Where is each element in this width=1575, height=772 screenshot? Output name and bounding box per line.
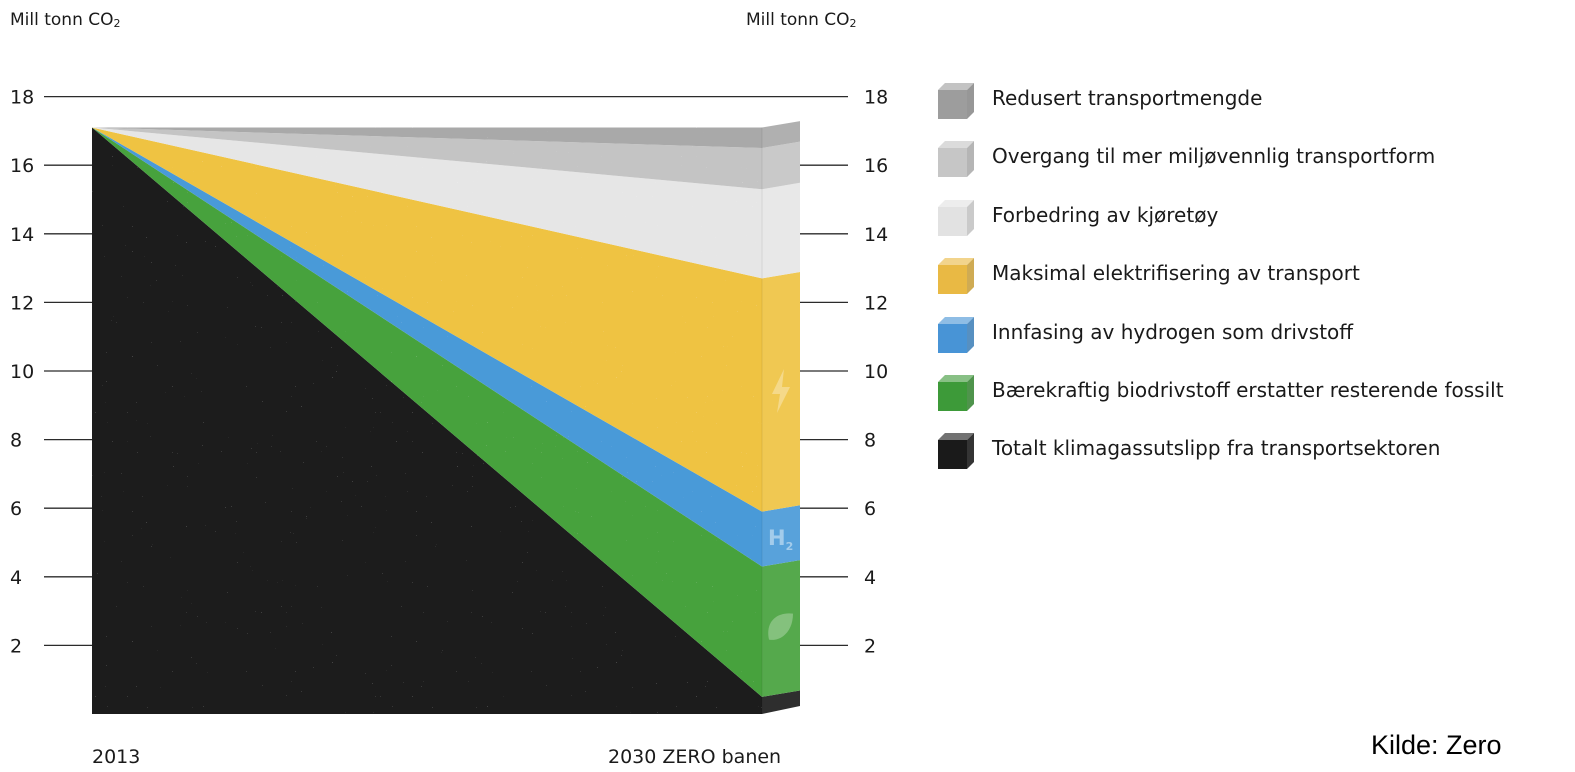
y-tick-label-left-18: 18 xyxy=(10,87,34,109)
x-axis-label-end: 2030 ZERO banen xyxy=(608,746,782,768)
y-axis-ticks: 2 2 4 4 6 6 8 8 10 10 12 12 14 14 16 16 18 18 xyxy=(10,87,888,658)
legend-item: Totalt klimagassutslipp fra transportsek… xyxy=(936,428,1575,470)
legend-label: Totalt klimagassutslipp fra transportsek… xyxy=(992,436,1441,461)
y-tick-label-right-4: 4 xyxy=(864,567,876,589)
series-side-redusert-transportmengde xyxy=(762,121,800,149)
x-axis-label-start: 2013 xyxy=(92,746,141,768)
y-tick-label-left-4: 4 xyxy=(10,567,22,589)
legend-label: Redusert transportmengde xyxy=(992,86,1263,110)
series-face-maksimal-elektrifisering-av-transport xyxy=(92,127,762,512)
legend-label: Innfasing av hydrogen som drivstoff xyxy=(992,319,1354,344)
series-area-redusert-transportmengde xyxy=(92,121,800,149)
series-face-redusert-transportmengde xyxy=(92,127,762,149)
stacked-areas xyxy=(92,121,800,715)
legend-item: Bærekraftig biodrivstoff erstatter reste… xyxy=(936,370,1575,411)
y-tick-label-right-16: 16 xyxy=(864,155,888,177)
legend-swatch xyxy=(938,375,974,411)
series-face-overgang-til-mer-milj-vennlig-transportform xyxy=(92,127,762,190)
series-face-b-rekraftig-biodrivstoff-erstatter-resterende-fossilt xyxy=(92,127,762,697)
y-tick-label-left-2: 2 xyxy=(10,635,22,657)
series-area-b-rekraftig-biodrivstoff-erstatter-resterende-fossilt xyxy=(92,127,800,697)
y-tick-label-left-16: 16 xyxy=(10,155,34,177)
y-tick-label-left-8: 8 xyxy=(10,430,22,452)
legend-item: Innfasing av hydrogen som drivstoff xyxy=(936,312,1575,353)
legend-label: Maksimal elektrifisering av transport xyxy=(992,261,1360,286)
legend-swatch xyxy=(938,316,974,353)
legend-label: Overgang til mer miljøvennlig transportf… xyxy=(992,144,1436,169)
series-side-overgang-til-mer-milj-vennlig-transportform xyxy=(762,141,800,190)
y-tick-label-right-14: 14 xyxy=(864,224,888,246)
y-axis-unit-left: Mill tonn CO2 xyxy=(10,10,121,30)
series-side-totalt-klimagassutslipp-fra-transportsektoren xyxy=(762,690,800,714)
leaf-icon xyxy=(768,613,793,640)
series-side-innfasing-av-hydrogen-som-drivstoff xyxy=(762,505,800,567)
y-axis-unit-right: Mill tonn CO2 xyxy=(746,10,857,30)
series-area-totalt-klimagassutslipp-fra-transportsektoren xyxy=(92,127,800,715)
legend-item: Forbedring av kjøretøy xyxy=(936,195,1575,236)
legend-item: Maksimal elektrifisering av transport xyxy=(936,253,1575,295)
legend-swatch xyxy=(938,141,974,178)
y-tick-label-left-10: 10 xyxy=(10,361,34,383)
series-area-innfasing-av-hydrogen-som-drivstoff xyxy=(92,127,800,567)
series-face-forbedring-av-kj-ret-y xyxy=(92,127,762,279)
legend-swatch xyxy=(938,258,974,295)
legend-label: Forbedring av kjøretøy xyxy=(992,202,1219,227)
series-side-b-rekraftig-biodrivstoff-erstatter-resterende-fossilt xyxy=(762,560,800,697)
legend-swatch xyxy=(938,83,974,119)
y-tick-label-right-12: 12 xyxy=(864,292,888,314)
y-tick-label-left-12: 12 xyxy=(10,292,34,314)
series-area-overgang-til-mer-milj-vennlig-transportform xyxy=(92,127,800,190)
legend-label: Bærekraftig biodrivstoff erstatter reste… xyxy=(992,378,1504,402)
y-tick-label-left-6: 6 xyxy=(10,498,22,520)
y-tick-label-right-6: 6 xyxy=(864,498,876,520)
series-face-totalt-klimagassutslipp-fra-transportsektoren xyxy=(92,127,762,715)
legend-swatch xyxy=(938,199,974,236)
series-face-innfasing-av-hydrogen-som-drivstoff xyxy=(92,127,762,567)
y-tick-label-right-18: 18 xyxy=(864,87,888,109)
legend-item: Redusert transportmengde xyxy=(936,78,1575,119)
legend-swatch xyxy=(938,433,974,470)
series-area-maksimal-elektrifisering-av-transport xyxy=(92,127,800,512)
y-tick-label-left-14: 14 xyxy=(10,224,34,246)
source-label: Kilde: Zero xyxy=(1371,730,1502,760)
series-side-maksimal-elektrifisering-av-transport xyxy=(762,271,800,512)
end-icons: H2 xyxy=(768,369,793,640)
y-tick-label-right-8: 8 xyxy=(864,430,876,452)
y-tick-label-right-2: 2 xyxy=(864,635,876,657)
series-side-forbedring-av-kj-ret-y xyxy=(762,182,800,279)
legend-item: Overgang til mer miljøvennlig transportf… xyxy=(936,136,1575,178)
y-tick-label-right-10: 10 xyxy=(864,361,888,383)
lightning-icon xyxy=(772,369,790,414)
series-area-forbedring-av-kj-ret-y xyxy=(92,127,800,279)
